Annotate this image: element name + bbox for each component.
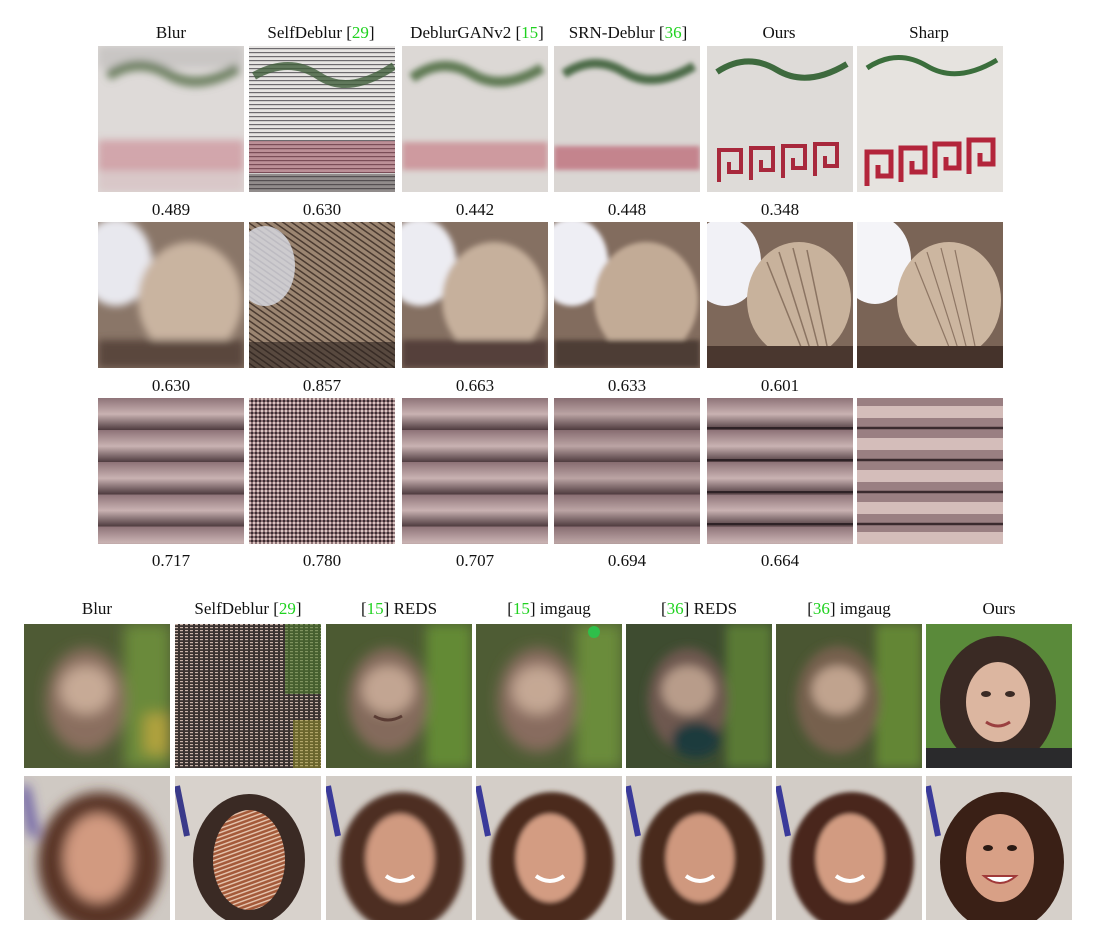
seashell-score-ours: 0.601 xyxy=(760,376,800,395)
tile-wall-score-selfdeblur: 0.630 xyxy=(302,200,342,219)
tile-wall-score-ours: 0.348 xyxy=(760,200,800,219)
roof-tiles-score-selfdeblur: 0.780 xyxy=(302,551,342,570)
seashell-srn-deblur-image xyxy=(554,222,700,368)
seashell-score-selfdeblur: 0.857 xyxy=(302,376,342,395)
face-smiling-selfdeblur-image xyxy=(175,776,321,920)
bottom-header-36-reds: [36] REDS xyxy=(660,599,738,618)
tile-wall-score-srn-deblur: 0.448 xyxy=(607,200,647,219)
tile-wall-sharp-image xyxy=(857,46,1003,192)
roof-tiles-score-deblurganv2: 0.707 xyxy=(455,551,495,570)
roof-tiles-ours-image xyxy=(707,398,853,544)
seashell-sharp-image xyxy=(857,222,1003,368)
face-smiling-15-imgaug-image xyxy=(476,776,622,920)
bottom-header-15-imgaug: [15] imgaug xyxy=(507,599,591,618)
roof-tiles-score-ours: 0.664 xyxy=(760,551,800,570)
top-header-selfdeblur: SelfDeblur [29] xyxy=(267,23,375,42)
tile-wall-ours-image xyxy=(707,46,853,192)
tile-wall-srn-deblur-image xyxy=(554,46,700,192)
roof-tiles-srn-deblur-image xyxy=(554,398,700,544)
face-smiling-blur-image xyxy=(24,776,170,920)
top-header-ours: Ours xyxy=(762,23,796,42)
seashell-score-srn-deblur: 0.633 xyxy=(607,376,647,395)
tile-wall-score-blur: 0.489 xyxy=(151,200,191,219)
roof-tiles-deblurganv2-image xyxy=(402,398,548,544)
top-header-deblurganv2: DeblurGANv2 [15] xyxy=(410,23,544,42)
tile-wall-score-deblurganv2: 0.442 xyxy=(455,200,495,219)
face-smiling-36-imgaug-image xyxy=(776,776,922,920)
face-dark-hair-36-reds-image xyxy=(626,624,772,768)
bottom-header-selfdeblur: SelfDeblur [29] xyxy=(194,599,302,618)
top-header-srn-deblur: SRN-Deblur [36] xyxy=(568,23,688,42)
tile-wall-selfdeblur-image xyxy=(249,46,395,192)
face-dark-hair-15-reds-image xyxy=(326,624,472,768)
seashell-blur-image xyxy=(98,222,244,368)
seashell-deblurganv2-image xyxy=(402,222,548,368)
seashell-score-blur: 0.630 xyxy=(151,376,191,395)
top-header-sharp: Sharp xyxy=(909,23,949,42)
face-dark-hair-36-imgaug-image xyxy=(776,624,922,768)
roof-tiles-sharp-image xyxy=(857,398,1003,544)
bottom-header-36-imgaug: [36] imgaug xyxy=(807,599,891,618)
face-dark-hair-blur-image xyxy=(24,624,170,768)
seashell-ours-image xyxy=(707,222,853,368)
roof-tiles-blur-image xyxy=(98,398,244,544)
roof-tiles-selfdeblur-image xyxy=(249,398,395,544)
bottom-header-ours: Ours xyxy=(982,599,1016,618)
face-smiling-36-reds-image xyxy=(626,776,772,920)
bottom-header-blur: Blur xyxy=(81,599,113,618)
face-dark-hair-selfdeblur-image xyxy=(175,624,321,768)
seashell-selfdeblur-image xyxy=(249,222,395,368)
tile-wall-blur-image xyxy=(98,46,244,192)
seashell-score-deblurganv2: 0.663 xyxy=(455,376,495,395)
tile-wall-deblurganv2-image xyxy=(402,46,548,192)
face-smiling-15-reds-image xyxy=(326,776,472,920)
face-smiling-ours-image xyxy=(926,776,1072,920)
face-dark-hair-ours-image xyxy=(926,624,1072,768)
bottom-header-15-reds: [15] REDS xyxy=(360,599,438,618)
roof-tiles-score-blur: 0.717 xyxy=(151,551,191,570)
roof-tiles-score-srn-deblur: 0.694 xyxy=(607,551,647,570)
face-dark-hair-15-imgaug-image xyxy=(476,624,622,768)
top-header-blur: Blur xyxy=(155,23,187,42)
